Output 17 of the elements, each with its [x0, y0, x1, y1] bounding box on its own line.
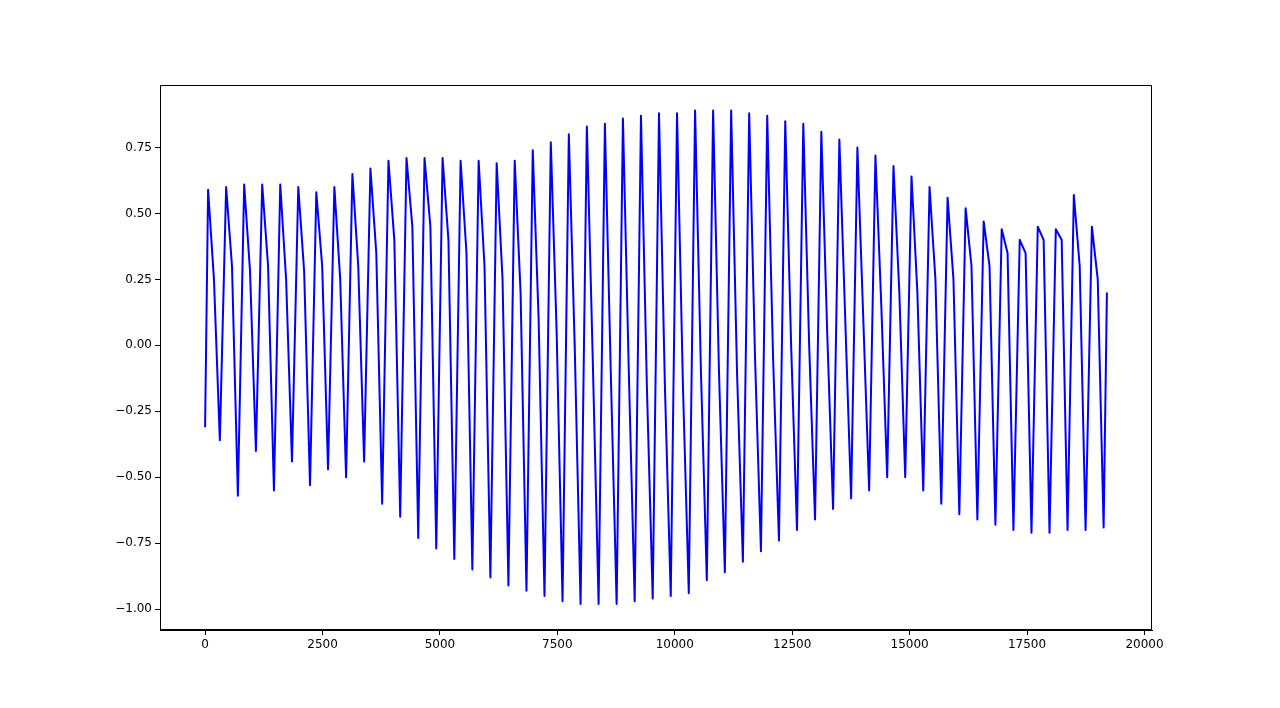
y-tick-label: 0.75 [125, 139, 152, 154]
y-tick-label: −0.25 [115, 403, 152, 418]
x-tick-label: 15000 [890, 637, 929, 652]
y-tick-label: 0.50 [125, 205, 152, 220]
y-tick-label: 0.00 [125, 337, 152, 352]
x-tick-label: 5000 [424, 637, 456, 652]
x-tick-label: 0 [201, 637, 209, 652]
x-tick-label: 10000 [655, 637, 694, 652]
x-tick-label: 20000 [1125, 637, 1164, 652]
y-tick-label: −0.75 [115, 535, 152, 550]
x-tick-label: 17500 [1007, 637, 1047, 652]
x-tick-label: 12500 [773, 637, 812, 652]
y-tick-label: −0.50 [115, 469, 152, 484]
y-tick-label: 0.25 [125, 271, 152, 286]
y-tick-label: −1.00 [115, 601, 152, 616]
x-tick-label: 7500 [542, 637, 573, 652]
x-tick-label: 2500 [307, 637, 338, 652]
